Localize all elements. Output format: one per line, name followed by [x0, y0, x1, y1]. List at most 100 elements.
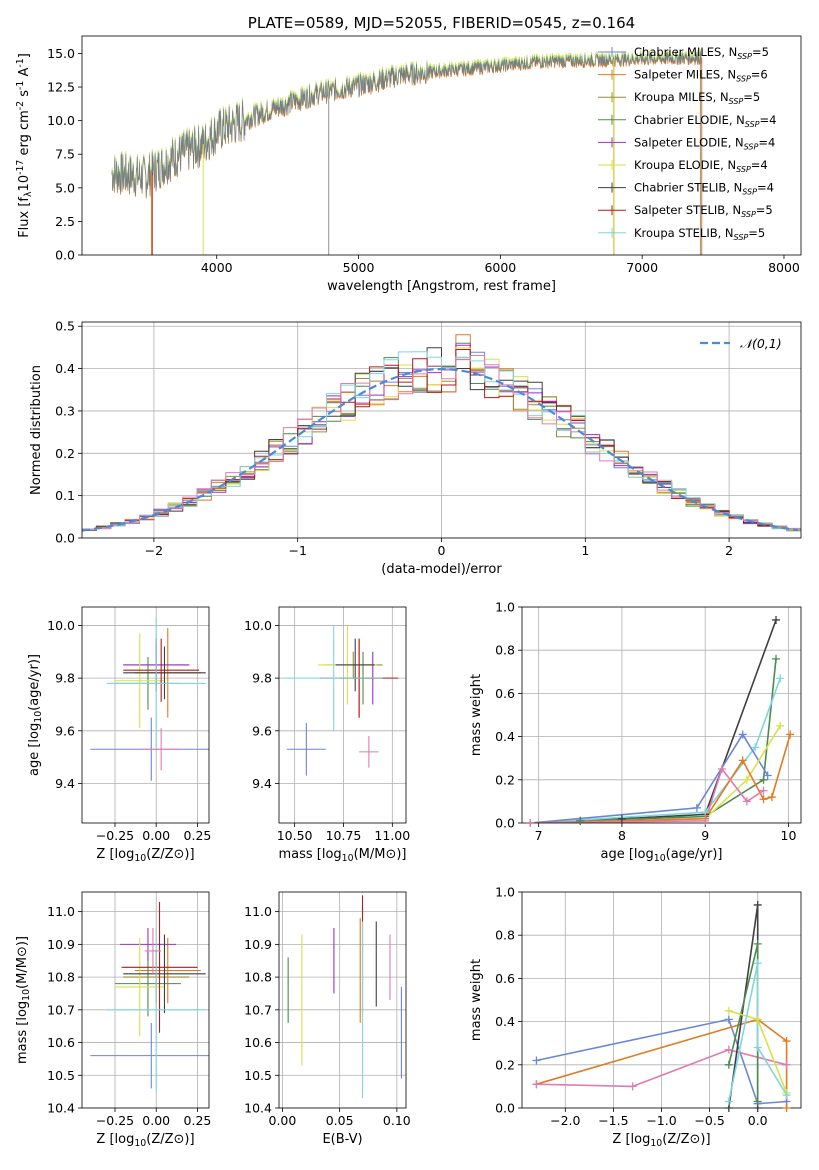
superscript: -2 [15, 101, 26, 110]
y-tick-label: 10.7 [244, 1002, 272, 1017]
y-tick-label: 10.6 [244, 1035, 272, 1050]
label-span: mass weight [469, 959, 484, 1041]
x-tick-label: −1 [288, 543, 306, 558]
y-tick-label: 0.4 [495, 1014, 515, 1029]
y-tick-label: 7.5 [55, 147, 75, 162]
x-tick-label: −1.0 [646, 1113, 676, 1128]
weight-marker [782, 1091, 791, 1100]
legend-text: Kroupa STELIB, N [634, 226, 734, 240]
axes-frame [278, 606, 407, 824]
x-tick-label: 0.25 [184, 1113, 212, 1128]
y-axis-label: mass weight [469, 674, 484, 756]
y-tick-label: 0.1 [55, 488, 75, 503]
label-span: mass [log [15, 1001, 30, 1064]
legend-tail: =5 [752, 45, 769, 59]
weight-line-salpeter-miles [530, 734, 791, 823]
normal-curve [82, 367, 799, 532]
axes-age_vs_mass: 10.50 10.75 11.00 9.4 9.6 9.8 10.0 mass [log10​… [244, 606, 410, 864]
weight-line-kroupa-stelib [530, 678, 781, 823]
weight-marker [776, 721, 785, 730]
weight-marker [772, 654, 781, 663]
y-tick-label: 9.8 [252, 671, 272, 686]
label-span: Z [log [612, 1132, 650, 1147]
label-span: )] [700, 1132, 710, 1147]
label-span: mass weight [469, 674, 484, 756]
chart-title: PLATE=0589, MJD=52055, FIBERID=0545, z=0… [248, 14, 635, 32]
y-tick-label: 0.3 [55, 403, 75, 418]
weight-marker [724, 1097, 733, 1106]
legend-sub: SSP [736, 165, 751, 174]
x-tick-label: 0.05 [326, 1113, 354, 1128]
y-tick-label: 9.4 [55, 776, 75, 791]
legend-text: Chabrier MILES, N [634, 45, 737, 59]
y-tick-label: 0.2 [495, 772, 515, 787]
plot-area-residuals [82, 322, 801, 538]
subscript: 10 [654, 853, 666, 864]
y-axis-label: mass [log10​(M/M⊙)] [15, 936, 32, 1064]
weight-marker [753, 939, 762, 948]
label-span: )] [184, 847, 194, 862]
x-tick-label: −1.5 [598, 1113, 628, 1128]
y-tick-label: 11.0 [244, 904, 272, 919]
x-tick-label: 1 [581, 543, 589, 558]
y-axis-label: age [log10​(age/yr)] [27, 654, 44, 776]
weight-marker [724, 1006, 733, 1015]
y-tick-label: 10.9 [244, 937, 272, 952]
label-span: mass [log [278, 847, 341, 862]
x-tick-label: 0 [438, 543, 446, 558]
y-tick-label: 10.4 [47, 1101, 75, 1116]
y-tick-label: 15.0 [47, 46, 75, 61]
x-tick-label: 10.75 [326, 828, 362, 843]
weight-marker [692, 803, 701, 812]
y-tick-label: 0.0 [495, 816, 515, 831]
y-tick-label: 0.0 [55, 248, 75, 263]
axes-frame [278, 891, 407, 1109]
y-tick-label: 10.9 [47, 937, 75, 952]
weight-marker [724, 1045, 733, 1054]
axes-frame [81, 35, 802, 256]
weight-marker [782, 1060, 791, 1069]
weight-marker [763, 771, 772, 780]
weight-marker [532, 1056, 541, 1065]
x-tick-label: 9 [701, 828, 709, 843]
weight-marker [753, 1097, 762, 1106]
y-tick-label: 0.2 [495, 1057, 515, 1072]
x-tick-label: 8 [618, 828, 626, 843]
legend-label: Chabrier STELIB, NSSP=4 [634, 181, 774, 197]
legend-sub: SSP [742, 188, 757, 197]
x-axis-label: Z [log10​(Z/Z⊙)] [96, 1132, 194, 1149]
superscript: -1 [15, 81, 26, 90]
subscript: 10 [33, 711, 44, 723]
x-tick-label: 11.00 [374, 828, 410, 843]
weight-marker [526, 819, 535, 827]
axes-mass_vs_ebv: 0.00 0.05 0.10 10.4 10.5 10.6 10.7 10.8 10.9 11.0… [244, 891, 411, 1147]
y-tick-label: 1.0 [495, 885, 515, 900]
axes-mass_vs_Z: −0.25 0.00 0.25 10.4 10.5 10.6 10.7 10.8 10.9 11.… [15, 891, 212, 1149]
y-axis-label: mass weight [469, 959, 484, 1041]
y-tick-label: 9.6 [252, 723, 272, 738]
x-tick-label: −2.0 [550, 1113, 580, 1128]
label-span: (Z/Z [662, 1132, 689, 1147]
axes-massweight_vs_Z: −2.0 −1.5 −1.0 −0.5 0.0 0.0 0.2 0.4 0.6 0.8 1.0 Z [… [469, 885, 802, 1149]
label-span: age [log [27, 723, 42, 776]
weight-marker [738, 730, 747, 739]
x-axis-label: E(B-V) [322, 1132, 362, 1147]
legend-text: Salpeter MILES, N [634, 68, 736, 82]
axes-massweight_vs_age: 7 8 9 10 0.0 0.2 0.4 0.6 0.8 1.0 age [log10​(age/y… [469, 600, 802, 864]
x-axis-label: Z [log10​(Z/Z⊙)] [612, 1132, 710, 1149]
legend-sub: SSP [737, 52, 752, 61]
weight-marker [628, 1082, 637, 1091]
y-tick-label: 0.4 [495, 729, 515, 744]
label-span: Z [log [96, 1132, 134, 1147]
legend-label: Chabrier ELODIE, NSSP=4 [634, 113, 776, 129]
weight-marker [776, 674, 785, 683]
x-tick-label: 7 [535, 828, 543, 843]
y-tick-label: 0.6 [495, 971, 515, 986]
legend-sub: SSP [744, 142, 759, 151]
y-tick-label: 10.5 [47, 1068, 75, 1083]
legend-label: Salpeter MILES, NSSP=6 [634, 68, 768, 84]
label-span: Z [log [96, 847, 134, 862]
legend-text: Salpeter ELODIE, N [634, 135, 744, 149]
weight-line-chabrier-miles [536, 1018, 787, 1105]
